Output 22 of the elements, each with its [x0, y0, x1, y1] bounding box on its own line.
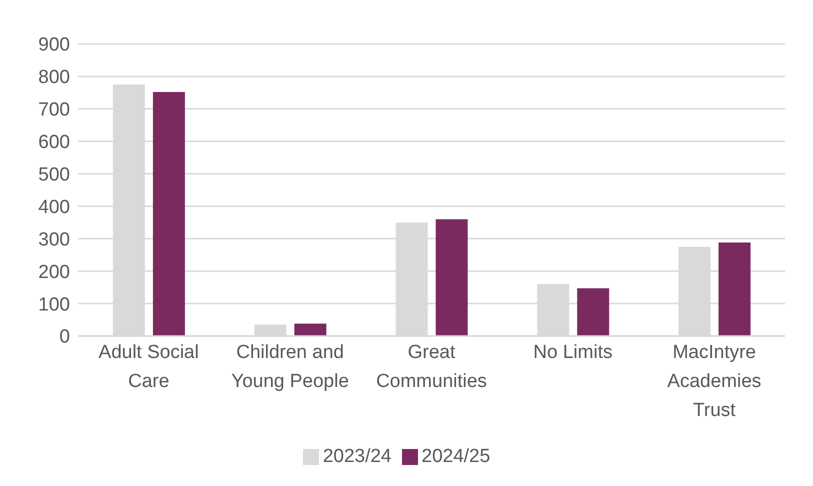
bar: [577, 288, 610, 336]
bar: [152, 92, 185, 336]
y-tick-label: 300: [38, 229, 70, 250]
bar: [294, 324, 326, 336]
y-tick-label: 0: [59, 326, 70, 348]
y-tick-label: 600: [38, 132, 70, 154]
bar: [436, 219, 468, 336]
legend-label: 2023/24: [322, 446, 392, 467]
x-tick-label: Adult Social Care: [98, 342, 199, 392]
y-tick-label: 800: [38, 67, 70, 88]
y-tick-label: 100: [38, 294, 70, 316]
x-tick-label: No Limits: [533, 342, 612, 363]
y-tick-label: 200: [38, 262, 70, 283]
x-tick-label: Great Communities: [376, 342, 487, 392]
legend-label: 2024/25: [422, 446, 490, 467]
y-tick-label: 700: [38, 100, 70, 121]
x-tick-label: MacIntyre Academies Trust: [667, 342, 762, 421]
y-tick-label: 500: [38, 164, 70, 186]
bar: [718, 242, 751, 336]
x-tick-label: Children and Young People: [231, 342, 349, 392]
y-tick-label: 900: [38, 34, 70, 56]
y-tick-label: 400: [38, 196, 70, 218]
